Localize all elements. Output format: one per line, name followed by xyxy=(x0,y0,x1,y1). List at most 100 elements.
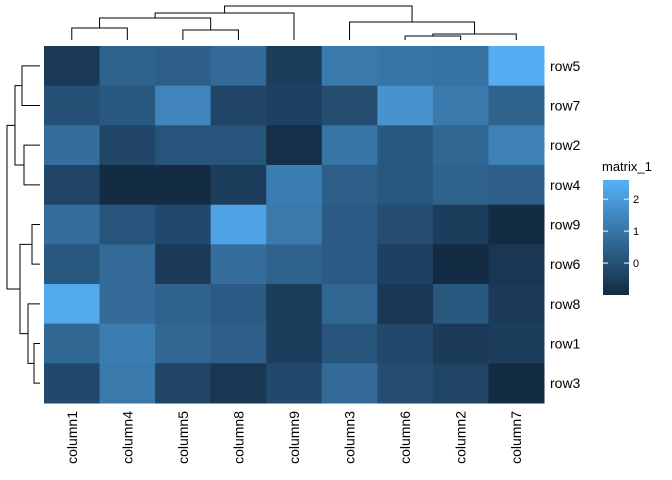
heatmap-cell-row8-column5 xyxy=(155,284,212,325)
row-dendrogram-link-4 xyxy=(31,224,40,265)
column-dendrogram-link-7 xyxy=(349,21,476,40)
heatmap-cell-row5-column4 xyxy=(99,46,156,87)
heatmap-cell-row5-column5 xyxy=(155,46,212,87)
heatmap-cell-row6-column8 xyxy=(210,244,267,285)
heatmap-cell-row3-column2 xyxy=(432,363,489,404)
column-dendrogram-link-8 xyxy=(224,5,413,22)
heatmap-cell-row4-column4 xyxy=(99,165,156,206)
row-label-row9: row9 xyxy=(550,217,581,233)
heatmap-cell-row4-column5 xyxy=(155,165,212,206)
heatmap-cell-row2-column9 xyxy=(266,125,323,166)
heatmap-cell-row8-column2 xyxy=(432,284,489,325)
heatmap-cell-row2-column2 xyxy=(432,125,489,166)
heatmap-cell-row8-column3 xyxy=(321,284,378,325)
row-label-row1: row1 xyxy=(550,336,581,352)
heatmap-cell-row3-column4 xyxy=(99,363,156,404)
legend-tick-label: 2 xyxy=(633,194,639,206)
heatmap-cell-row6-column2 xyxy=(432,244,489,285)
heatmap-cell-row2-column7 xyxy=(488,125,545,166)
heatmap-cell-row7-column5 xyxy=(155,85,212,126)
column-dendrogram-link-5 xyxy=(404,35,462,40)
heatmap-cell-row7-column7 xyxy=(488,85,545,126)
heatmap-cell-row5-column8 xyxy=(210,46,267,87)
heatmap-cell-row8-column1 xyxy=(44,284,101,325)
heatmap-cell-row3-column6 xyxy=(377,363,434,404)
heatmap-cell-row6-column6 xyxy=(377,244,434,285)
heatmap-cell-row4-column2 xyxy=(432,165,489,206)
heatmap-cell-row2-column3 xyxy=(321,125,378,166)
heatmap-cell-row1-column2 xyxy=(432,323,489,364)
heatmap-cell-row1-column8 xyxy=(210,323,267,364)
row-label-row5: row5 xyxy=(550,58,581,74)
heatmap-cell-row2-column4 xyxy=(99,125,156,166)
row-dendrogram-link-8 xyxy=(6,124,20,290)
heatmap-cell-row9-column9 xyxy=(266,204,323,245)
heatmap-cell-row7-column4 xyxy=(99,85,156,126)
heatmap-cell-row4-column1 xyxy=(44,165,101,206)
heatmap-cell-row5-column2 xyxy=(432,46,489,87)
heatmap-cell-row4-column7 xyxy=(488,165,545,206)
heatmap-cell-row1-column7 xyxy=(488,323,545,364)
heatmap-cells xyxy=(44,46,545,404)
heatmap-cell-row9-column8 xyxy=(210,204,267,245)
heatmap-cell-row7-column3 xyxy=(321,85,378,126)
heatmap-cell-row2-column8 xyxy=(210,125,267,166)
heatmap-cell-row7-column2 xyxy=(432,85,489,126)
column-label-column5: column5 xyxy=(175,411,191,464)
legend-ticks: 2 1 0 xyxy=(603,194,639,270)
row-label-row8: row8 xyxy=(550,296,581,312)
heatmap-cell-row6-column4 xyxy=(99,244,156,285)
column-label-column3: column3 xyxy=(342,411,358,464)
column-label-column2: column2 xyxy=(453,411,469,464)
heatmap-cell-row7-column8 xyxy=(210,85,267,126)
color-legend: matrix_1 2 1 0 xyxy=(602,159,652,295)
column-labels: column1 column4 column5 column8 column9 colum… xyxy=(64,411,524,464)
heatmap-cell-row6-column5 xyxy=(155,244,212,285)
heatmap-cell-row3-column5 xyxy=(155,363,212,404)
column-label-column9: column9 xyxy=(286,411,302,464)
heatmap-cell-row9-column1 xyxy=(44,204,101,245)
heatmap-cell-row3-column8 xyxy=(210,363,267,404)
heatmap-cell-row4-column6 xyxy=(377,165,434,206)
column-dendrogram-link-1 xyxy=(71,27,128,40)
heatmap-cell-row9-column3 xyxy=(321,204,378,245)
heatmap-cell-row1-column6 xyxy=(377,323,434,364)
heatmap-cell-row3-column7 xyxy=(488,363,545,404)
heatmap-cell-row1-column5 xyxy=(155,323,212,364)
heatmap-cell-row2-column6 xyxy=(377,125,434,166)
column-label-column6: column6 xyxy=(397,411,413,464)
column-label-column4: column4 xyxy=(119,411,135,464)
heatmap-cell-row2-column1 xyxy=(44,125,101,166)
heatmap-cell-row1-column1 xyxy=(44,323,101,364)
heatmap-cell-row5-column6 xyxy=(377,46,434,87)
legend-tick-label: 1 xyxy=(633,226,639,238)
heatmap-cell-row1-column3 xyxy=(321,323,378,364)
heatmap-cell-row8-column4 xyxy=(99,284,156,325)
heatmap-cell-row5-column3 xyxy=(321,46,378,87)
heatmap-cell-row8-column8 xyxy=(210,284,267,325)
heatmap-cell-row4-column9 xyxy=(266,165,323,206)
heatmap-cell-row6-column1 xyxy=(44,244,101,285)
row-label-row4: row4 xyxy=(550,177,581,193)
heatmap-cell-row5-column9 xyxy=(266,46,323,87)
heatmap-cell-row3-column9 xyxy=(266,363,323,404)
row-labels: row5 row7 row2 row4 row9 row6 row8 row1 row3 xyxy=(550,58,581,391)
heatmap-cell-row6-column9 xyxy=(266,244,323,285)
row-dendrogram-link-5 xyxy=(33,343,40,384)
row-dendrogram-link-7 xyxy=(19,243,32,335)
heatmap-cell-row5-column1 xyxy=(44,46,101,87)
heatmap-cell-row8-column6 xyxy=(377,284,434,325)
heatmap-cell-row3-column3 xyxy=(321,363,378,404)
row-label-row6: row6 xyxy=(550,256,581,272)
legend-tick-label: 0 xyxy=(633,258,639,270)
row-dendrogram-link-3 xyxy=(14,85,24,166)
heatmap-cell-row5-column7 xyxy=(488,46,545,87)
row-label-row3: row3 xyxy=(550,375,581,391)
heatmap-cell-row3-column1 xyxy=(44,363,101,404)
heatmap-cell-row9-column6 xyxy=(377,204,434,245)
heatmap-cell-row4-column3 xyxy=(321,165,378,206)
row-label-row7: row7 xyxy=(550,98,581,114)
heatmap-cell-row6-column3 xyxy=(321,244,378,285)
column-dendrogram xyxy=(71,5,517,40)
row-label-row2: row2 xyxy=(550,137,581,153)
